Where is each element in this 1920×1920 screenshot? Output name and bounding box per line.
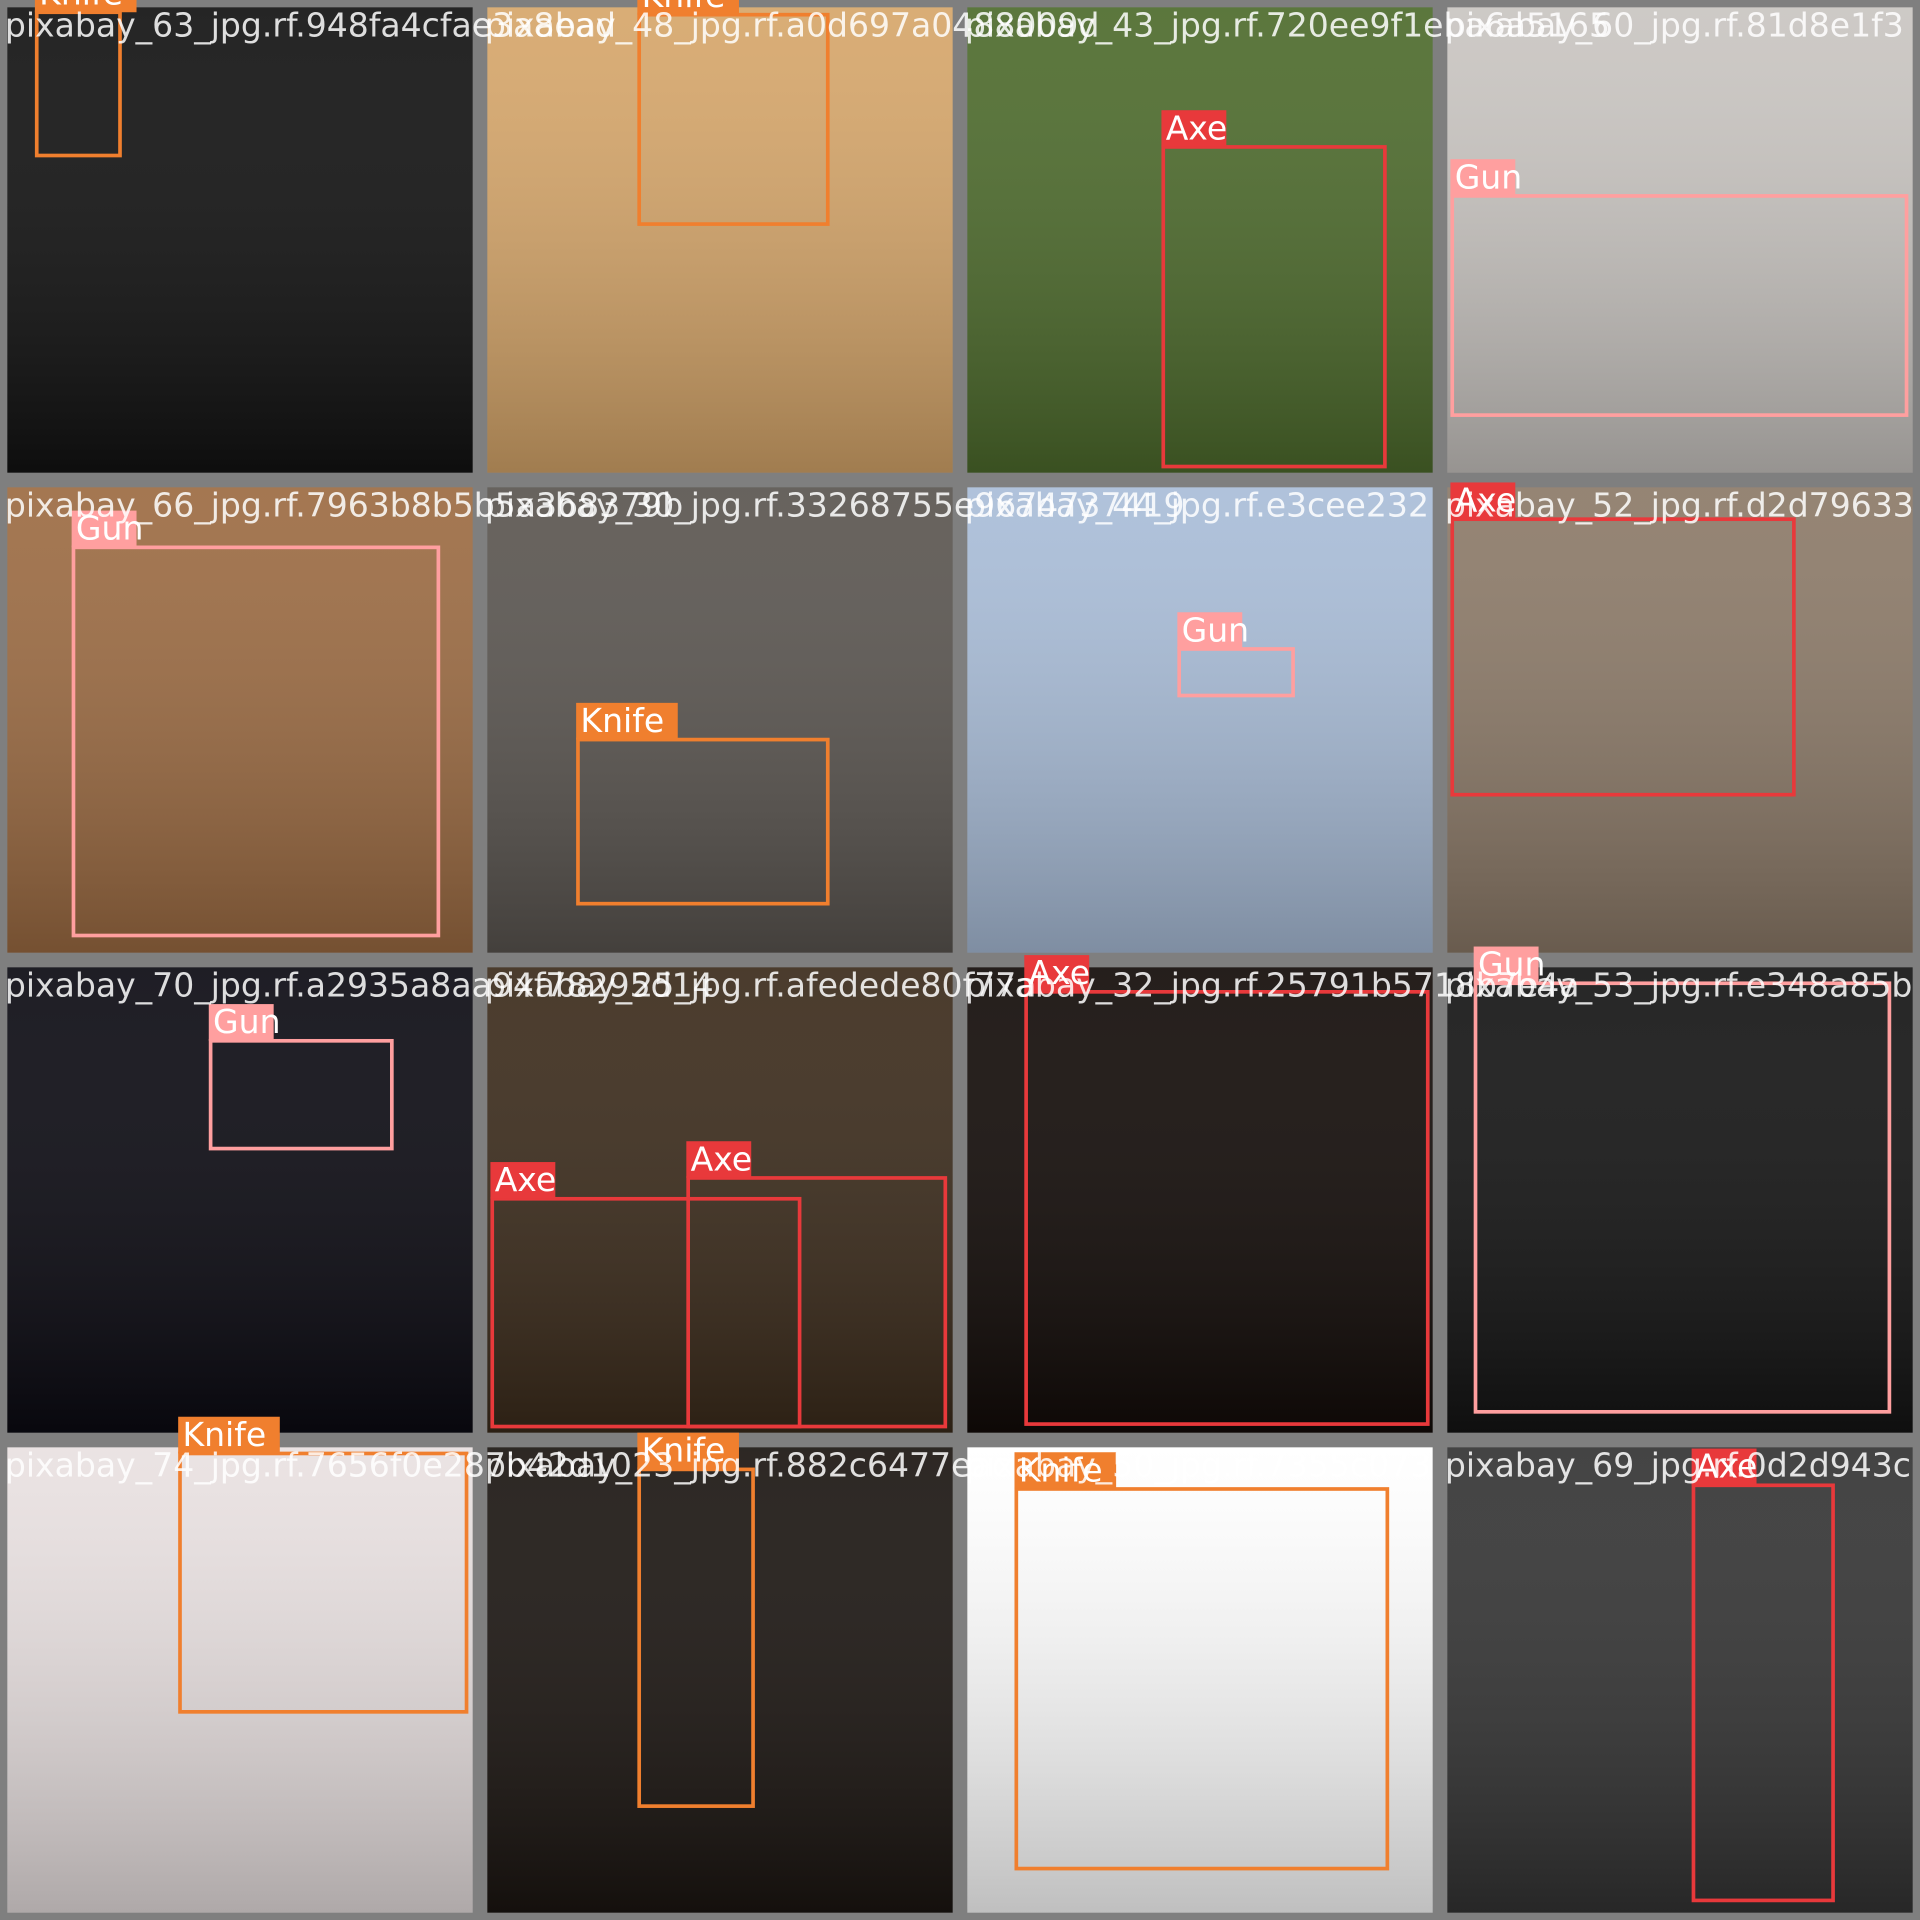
box-label: Axe xyxy=(495,1160,556,1199)
tile-shade xyxy=(1447,487,1913,953)
bounding-box xyxy=(1691,1483,1835,1903)
label-background xyxy=(1177,612,1243,649)
box-label: Knife xyxy=(39,0,123,13)
filename: pixabay_43_jpg.rf.720ee9f1eba6a5165 xyxy=(965,5,1610,44)
box-label: Knife xyxy=(642,0,726,15)
bounding-box xyxy=(1473,981,1892,1414)
filename: pixabay_23_jpg.rf.882c6477eac xyxy=(485,1445,1010,1484)
label-background xyxy=(178,1416,280,1454)
filename: pixabay_74_jpg.rf.7656f0e287b42d10 xyxy=(5,1445,632,1484)
bounding-box xyxy=(576,737,830,906)
bounding-box xyxy=(178,1451,469,1714)
tile-shade xyxy=(7,487,473,953)
filename: pixabay_44_jpg.rf.e3cee232 xyxy=(965,485,1429,524)
bounding-box xyxy=(1450,517,1796,797)
filename: pixabay_52_jpg.rf.d2d79633 xyxy=(1445,485,1914,524)
filenames: pixabay_63_jpg.rf.948fa4cfae3a8eadpixaba… xyxy=(5,5,1914,1484)
box-label: Gun xyxy=(1478,945,1546,984)
filename: pixabay_70_jpg.rf.a2935a8aa94f78295d14 xyxy=(5,965,714,1004)
filename: pixabay_66_jpg.rf.7963b8b5b5a368379b xyxy=(5,485,683,524)
tile-shade xyxy=(967,1447,1433,1913)
filename: pixabay_63_jpg.rf.948fa4cfae3a8ead xyxy=(5,5,616,44)
box-label: Knife xyxy=(580,701,664,740)
box-label: Axe xyxy=(1029,953,1090,992)
bounding-box xyxy=(490,1196,802,1429)
tile-shade xyxy=(1447,1447,1913,1913)
bounding-box xyxy=(71,545,441,938)
label-background xyxy=(71,510,137,548)
bounding-box xyxy=(1161,145,1387,469)
box-label: Axe xyxy=(691,1139,752,1178)
label-background xyxy=(1691,1448,1757,1486)
label-background xyxy=(686,1141,752,1178)
filename: pixabay_50_jpg.rf.7355c073 xyxy=(965,1445,1431,1484)
tile-shade xyxy=(967,487,1433,953)
label-background xyxy=(637,0,739,15)
box-label: Axe xyxy=(1455,481,1516,520)
label-background xyxy=(1161,110,1227,147)
tile-shade xyxy=(487,1447,953,1913)
tile-shade xyxy=(487,487,953,953)
tile-shade xyxy=(7,967,473,1433)
box-label: Axe xyxy=(1696,1447,1757,1486)
tile-shade xyxy=(7,1447,473,1913)
filename: pixabay_53_jpg.rf.e348a85b xyxy=(1445,965,1913,1004)
bounding-box xyxy=(1024,990,1430,1426)
box-label: Knife xyxy=(642,1431,726,1470)
tile-shade xyxy=(1447,7,1913,473)
box-label: Axe xyxy=(1166,108,1227,147)
bounding-box xyxy=(1450,194,1909,417)
label-background xyxy=(208,1004,274,1041)
boxes: Knife Knife Axe Gun Gun Knife Gun Axe Gun Axe Axe A… xyxy=(34,0,1909,1903)
tile-shade xyxy=(967,7,1433,473)
tile-shade xyxy=(7,7,473,473)
box-label: Knife xyxy=(182,1415,266,1454)
label-background xyxy=(1450,159,1516,196)
filename: pixabay_48_jpg.rf.a0d697a0488009d xyxy=(485,5,1100,44)
filename: pixabay_69_jpg.rf.0d2d943c xyxy=(1445,1445,1911,1484)
filename: pixabay_30_jpg.rf.33268755e9674737419 xyxy=(485,485,1185,524)
bounding-box xyxy=(208,1038,394,1151)
tile-shade xyxy=(967,967,1433,1433)
label-background xyxy=(490,1162,556,1199)
filename: pixabay_25_jpg.rf.afedede80f77a xyxy=(485,965,1037,1004)
tile-shade xyxy=(1447,967,1913,1433)
label-background xyxy=(1014,1452,1117,1489)
box-label: Gun xyxy=(1455,157,1523,196)
box-label: Knife xyxy=(1019,1450,1103,1489)
bounding-box xyxy=(686,1176,948,1429)
label-background xyxy=(1473,946,1539,984)
box-label: Gun xyxy=(213,1002,281,1041)
label-background xyxy=(34,0,137,13)
label-background xyxy=(576,702,678,740)
box-label: Gun xyxy=(1182,610,1250,649)
label-background xyxy=(637,1432,739,1470)
bounding-box xyxy=(1014,1487,1390,1871)
tile-shade xyxy=(487,7,953,473)
box-label: Gun xyxy=(76,509,144,548)
label-background xyxy=(1450,482,1516,520)
label-background xyxy=(1024,955,1090,992)
filename: pixabay_60_jpg.rf.81d8e1f3 xyxy=(1445,5,1904,44)
filename: pixabay_32_jpg.rf.25791b5718b7e4a xyxy=(965,965,1580,1004)
